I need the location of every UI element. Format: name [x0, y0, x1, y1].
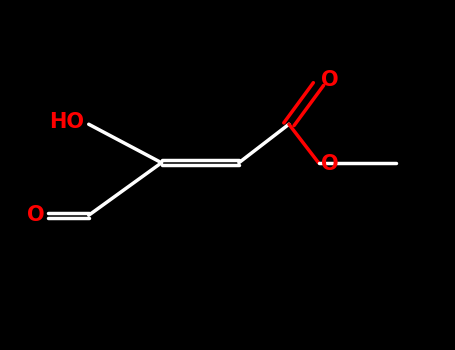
- Text: O: O: [321, 70, 339, 91]
- Text: O: O: [27, 205, 45, 225]
- Text: O: O: [321, 154, 339, 175]
- Text: HO: HO: [49, 112, 84, 133]
